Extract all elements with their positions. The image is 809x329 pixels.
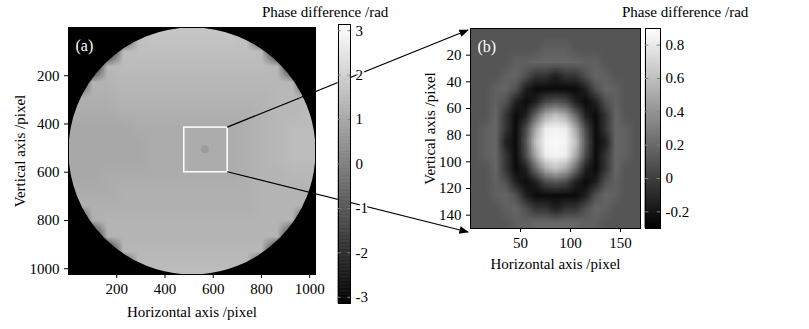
svg-text:50: 50 — [513, 235, 528, 251]
svg-text:Horizontal axis /pixel: Horizontal axis /pixel — [127, 304, 257, 320]
svg-text:800: 800 — [250, 281, 273, 297]
html-text:Phase difference /rad: Phase difference /rad — [262, 4, 389, 20]
svg-text:600: 600 — [37, 164, 60, 180]
svg-text:-3: -3 — [356, 289, 369, 305]
svg-text:-2: -2 — [356, 245, 369, 261]
svg-text:-1: -1 — [356, 200, 369, 216]
svg-text:80: 80 — [447, 127, 462, 143]
svg-text:Horizontal axis /pixel: Horizontal axis /pixel — [491, 256, 621, 272]
svg-text:Vertical axis /pixel: Vertical axis /pixel — [12, 95, 28, 207]
svg-text:0.4: 0.4 — [666, 104, 685, 120]
svg-text:200: 200 — [105, 281, 128, 297]
svg-text:200: 200 — [37, 68, 60, 84]
svg-text:0.2: 0.2 — [666, 137, 685, 153]
svg-text:100: 100 — [439, 154, 462, 170]
svg-text:800: 800 — [37, 212, 60, 228]
svg-text:100: 100 — [559, 235, 582, 251]
svg-text:0: 0 — [356, 156, 364, 172]
svg-text:1000: 1000 — [30, 261, 60, 277]
svg-text:0.8: 0.8 — [666, 37, 685, 53]
svg-text:Vertical axis /pixel: Vertical axis /pixel — [422, 72, 438, 184]
svg-text:(b): (b) — [478, 38, 497, 56]
svg-text:40: 40 — [447, 74, 462, 90]
svg-text:150: 150 — [609, 235, 632, 251]
svg-text:0.6: 0.6 — [666, 70, 685, 86]
svg-text:-0.2: -0.2 — [666, 204, 690, 220]
svg-text:120: 120 — [439, 180, 462, 196]
svg-text:(a): (a) — [76, 37, 94, 55]
svg-text:1: 1 — [356, 111, 364, 127]
svg-text:0: 0 — [666, 170, 674, 186]
svg-text:600: 600 — [202, 281, 225, 297]
svg-text:140: 140 — [439, 207, 462, 223]
svg-text:20: 20 — [447, 47, 462, 63]
svg-text:60: 60 — [447, 100, 462, 116]
svg-text:400: 400 — [37, 116, 60, 132]
html-text:Phase difference /rad: Phase difference /rad — [622, 4, 749, 20]
svg-text:3: 3 — [356, 23, 364, 39]
svg-text:400: 400 — [154, 281, 177, 297]
svg-text:1000: 1000 — [295, 281, 325, 297]
svg-text:2: 2 — [356, 67, 364, 83]
